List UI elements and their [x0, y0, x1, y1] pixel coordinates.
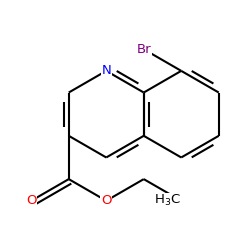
- Text: Br: Br: [136, 43, 151, 56]
- Text: N: N: [102, 64, 111, 78]
- Text: O: O: [26, 194, 36, 207]
- Text: H$_3$C: H$_3$C: [154, 193, 181, 208]
- Text: O: O: [101, 194, 112, 207]
